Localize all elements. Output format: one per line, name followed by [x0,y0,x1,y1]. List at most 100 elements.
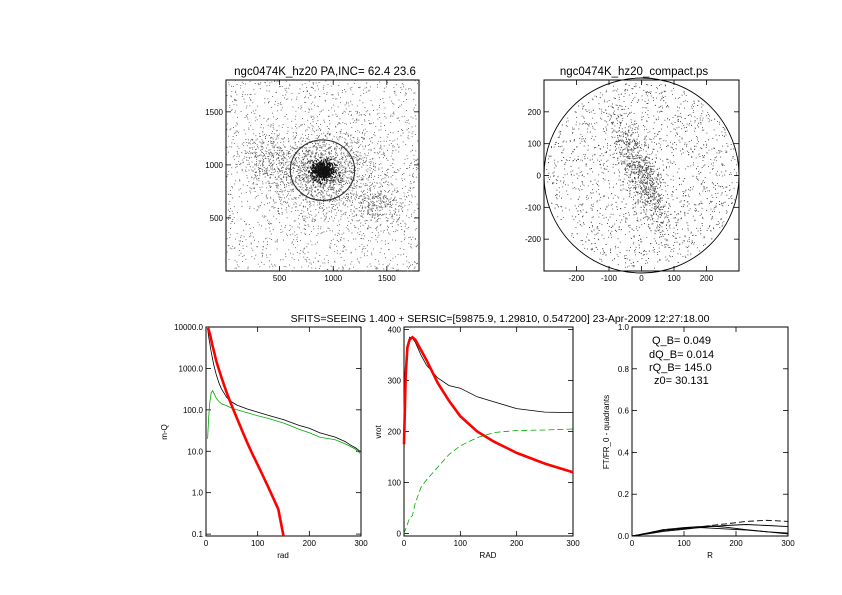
cloud-point [406,266,408,268]
cloud-point [364,145,366,147]
cloud-point [286,202,288,204]
cloud-point [296,165,298,166]
cloud-point [331,156,333,158]
cloud-point [415,176,417,178]
cloud-point [304,253,306,255]
cloud-point [323,231,325,233]
cloud-point [348,185,350,187]
cloud-point [287,153,289,155]
cloud-point [300,183,302,185]
core-point [317,159,319,161]
cloud-point [341,214,343,216]
cloud-point [379,197,381,199]
cloud-point [388,144,390,146]
cloud-point [267,167,268,169]
cloud-point [356,120,358,122]
cloud-point [244,153,246,154]
cloud-point [358,196,360,198]
core-point [320,167,322,169]
cloud-point [314,243,316,245]
cloud-point [368,240,369,242]
cloud-point [317,193,319,195]
cloud-point [341,165,343,167]
cloud-point [375,213,376,215]
core-point [311,173,313,175]
cloud-point [241,159,243,161]
cloud-point [406,228,408,230]
cloud-point [252,170,254,172]
cloud-point [383,140,385,142]
cloud-point [350,157,351,159]
cloud-point [324,197,326,199]
core-point [319,163,321,165]
cloud-point [327,227,329,229]
cloud-point [347,133,349,135]
cloud-point [334,209,336,210]
cloud-point [302,215,304,217]
cloud-point [307,251,309,253]
cloud-point [329,200,331,201]
cloud-point [251,112,252,114]
cloud-point [238,155,240,157]
cloud-point [381,167,383,169]
cloud-point [321,190,322,192]
cloud-point [347,198,348,200]
cloud-point [252,153,253,154]
cloud-point [363,183,365,185]
cloud-point [234,98,235,100]
cloud-point [336,156,337,158]
cloud-point [288,175,289,176]
cloud-point [290,228,292,230]
cloud-point [305,185,307,187]
cloud-point [278,191,280,193]
cloud-point [342,269,344,271]
cloud-point [257,146,259,147]
cloud-point [352,171,354,173]
cloud-point [384,154,385,156]
cloud-point [269,177,271,179]
cloud-point [269,84,271,86]
cloud-point [379,136,381,138]
cloud-point [408,189,410,191]
cloud-point [383,91,385,93]
cloud-point [355,195,357,197]
cloud-point [296,134,298,136]
cloud-point [352,188,354,189]
cloud-point [392,146,394,148]
cloud-point [319,96,320,97]
cloud-point [360,158,362,160]
cloud-point [274,207,276,208]
cloud-point [358,139,360,141]
cloud-point [379,81,380,83]
cloud-point [358,159,359,161]
cloud-point [328,110,330,111]
cloud-point [400,87,402,88]
cloud-point [232,197,233,199]
cloud-point [257,183,258,185]
cloud-point [230,95,232,97]
cloud-point [415,118,417,120]
cloud-point [308,154,310,156]
cloud-point [339,189,341,190]
cloud-point [360,144,362,146]
cloud-point [306,259,307,261]
core-point [321,171,323,173]
cloud-point [290,179,291,181]
cloud-point [300,170,301,172]
cloud-point [311,214,313,216]
cloud-point [340,163,342,165]
cloud-point [413,109,414,111]
cloud-point [288,87,290,89]
cloud-point [318,207,320,208]
cloud-point [406,99,407,100]
cloud-point [373,168,374,170]
core-point [312,181,314,183]
cloud-point [231,167,233,169]
cloud-point [406,110,407,111]
cloud-point [262,157,263,159]
cloud-point [392,216,394,217]
cloud-point [266,168,268,170]
core-point [328,169,330,171]
core-point [318,162,320,164]
cloud-point [275,201,277,203]
